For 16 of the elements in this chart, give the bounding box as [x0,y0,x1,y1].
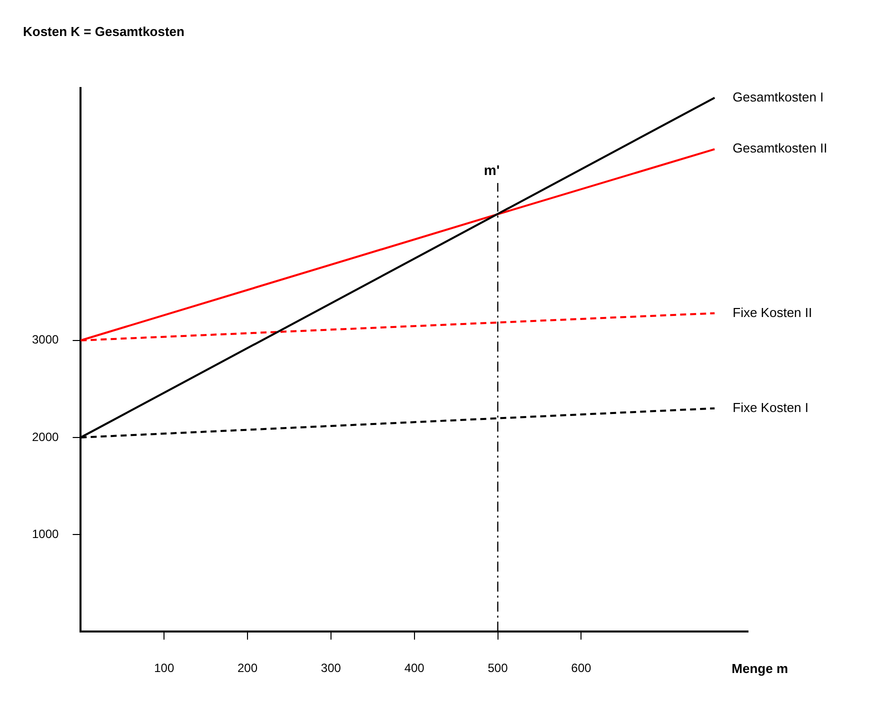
y-tick-label: 2000 [32,430,60,444]
series-label: Fixe Kosten I [732,400,809,415]
series-label: Fixe Kosten II [732,304,812,320]
x-tick-label: 500 [488,661,508,676]
x-tick-label: 300 [320,661,342,676]
x-tick-label: 200 [238,661,258,676]
x-axis-title: Menge m [732,661,788,676]
y-tick-label: 3000 [32,332,60,347]
y-axis-title: Kosten K = Gesamtkosten [23,24,185,40]
x-tick-label: 400 [404,661,425,676]
y-tick-label: 1000 [32,526,60,541]
series-label: Gesamtkosten I [732,89,824,104]
ref-line-label: m' [484,162,500,178]
series-label: Gesamtkosten II [732,140,828,156]
x-tick-label: 100 [154,661,174,676]
x-tick-label: 600 [571,661,592,676]
